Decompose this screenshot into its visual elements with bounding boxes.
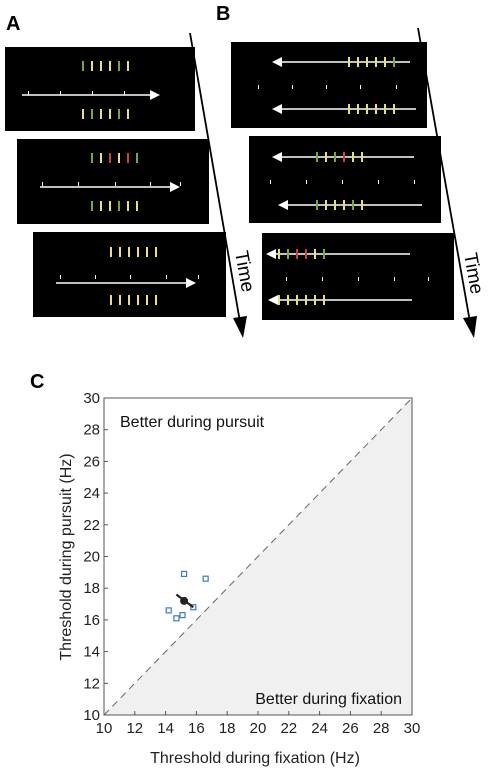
stim-bars-top [82, 61, 129, 71]
annotation-better-fixation: Better during fixation [255, 691, 402, 708]
stim-bars-bottom [91, 201, 138, 211]
panel-b-frame-1 [231, 42, 427, 128]
y-tick-label: 26 [83, 453, 100, 470]
subject-point [180, 570, 188, 578]
annotation-better-pursuit: Better during pursuit [120, 414, 265, 431]
y-tick-label: 20 [83, 549, 100, 566]
time-arrow-a [189, 32, 247, 338]
y-tick-label: 12 [83, 675, 100, 692]
marker-row [258, 85, 397, 89]
x-tick-label: 28 [373, 720, 390, 737]
x-tick-label: 30 [404, 720, 421, 737]
y-tick-label: 10 [83, 707, 100, 724]
subject-point [173, 615, 180, 622]
subject-point [179, 612, 186, 619]
data-points [165, 570, 209, 622]
stim-bars-bottom [82, 109, 129, 119]
time-label-b: Time [459, 251, 487, 296]
y-tick-label: 16 [83, 612, 100, 629]
y-axis-ticks: 10 12 14 16 18 20 22 24 26 28 30 [83, 390, 108, 724]
x-tick-label: 10 [96, 720, 113, 737]
marker-row [28, 91, 125, 95]
x-tick-label: 14 [157, 720, 174, 737]
panel-b-frame-3 [262, 233, 454, 320]
x-axis-label: Threshold during fixation (Hz) [150, 750, 360, 767]
x-tick-label: 16 [188, 720, 205, 737]
x-tick-label: 12 [126, 720, 143, 737]
stim-bars-top [348, 57, 395, 67]
motion-arrow-right [22, 90, 160, 100]
x-tick-label: 22 [280, 720, 297, 737]
stim-bars-top [110, 247, 157, 257]
y-axis-label: Threshold during pursuit (Hz) [58, 453, 75, 660]
x-axis-ticks: 10 12 14 16 18 20 22 24 26 28 30 [96, 711, 421, 737]
stim-bars-top [91, 153, 138, 163]
y-tick-label: 22 [83, 517, 100, 534]
marker-row [270, 180, 415, 184]
panel-a-frame-2 [17, 139, 209, 224]
y-tick-label: 14 [83, 644, 100, 661]
scatter-chart: 10 12 14 16 18 20 22 24 26 28 30 10 12 14 16 18 20 22 24 2… [58, 390, 420, 767]
panel-a-frame-1 [5, 47, 195, 131]
y-tick-label: 24 [83, 485, 100, 502]
y-tick-label: 30 [83, 390, 100, 407]
motion-arrow-right [56, 278, 196, 288]
time-arrow-b [417, 27, 477, 338]
mean-point [180, 596, 189, 605]
stim-bars-bottom [348, 104, 395, 114]
panel-c-label: C [30, 371, 44, 393]
panel-b-frame-2 [249, 136, 441, 223]
motion-arrow-right [40, 182, 180, 192]
subject-point [202, 575, 209, 582]
x-tick-label: 18 [219, 720, 236, 737]
stim-bars-bottom [278, 295, 325, 305]
x-tick-label: 20 [250, 720, 267, 737]
stim-bars-top [278, 249, 325, 259]
marker-row [286, 277, 429, 281]
panel-b-label: B [216, 3, 230, 25]
motion-arrow-left-bottom [268, 295, 412, 305]
panel-a-label: A [6, 13, 20, 35]
marker-row [42, 182, 181, 186]
marker-row [60, 275, 199, 279]
x-tick-label: 24 [311, 720, 328, 737]
x-tick-label: 26 [342, 720, 359, 737]
unity-line [103, 397, 413, 716]
stim-bars-bottom [110, 295, 157, 305]
subject-point [165, 607, 172, 614]
y-tick-label: 18 [83, 580, 100, 597]
motion-arrow-left-top [272, 57, 410, 67]
panel-a-frame-3 [33, 232, 226, 317]
y-tick-label: 28 [83, 422, 100, 439]
motion-arrow-left-top [272, 152, 414, 162]
stim-bars-top [316, 152, 363, 162]
stim-bars-bottom [316, 200, 363, 210]
